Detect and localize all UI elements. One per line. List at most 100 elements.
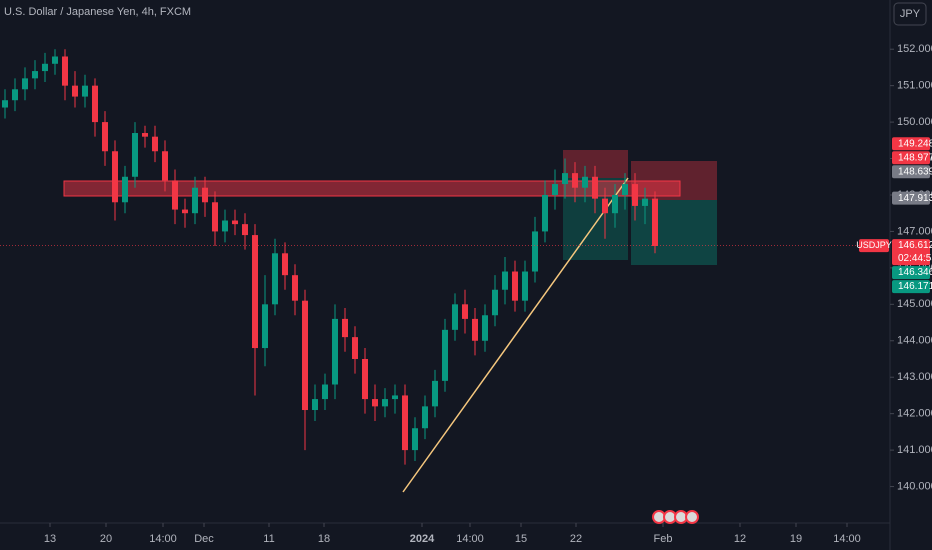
y-tick-label: 140.000: [897, 480, 932, 492]
x-tick-label: 19: [790, 533, 802, 545]
candle-body: [92, 85, 98, 123]
currency-button-label[interactable]: JPY: [900, 8, 921, 20]
symbol-tag: [859, 239, 889, 253]
x-tick-label: 2024: [410, 533, 435, 545]
y-tick-label: 152.000: [897, 43, 932, 55]
candle-body: [182, 209, 188, 214]
price-label-box: [892, 151, 930, 165]
currency-button[interactable]: [893, 2, 927, 26]
x-tick-label: 14:00: [833, 533, 861, 545]
x-tick-label: 11: [263, 533, 274, 545]
price-label: 147.913: [898, 193, 932, 204]
candle-body: [12, 89, 18, 101]
price-label: 148.639: [898, 166, 932, 177]
candle-body: [562, 173, 568, 185]
y-tick-label: 143.000: [897, 371, 932, 383]
candle-body: [622, 184, 628, 195]
x-tick-label: 13: [44, 533, 56, 545]
candles: [2, 49, 658, 465]
candle-body: [82, 85, 88, 97]
candle-body: [602, 198, 608, 214]
candle-body: [162, 151, 168, 181]
candle-body: [582, 176, 588, 188]
x-tick-label: Dec: [194, 533, 214, 545]
candle-body: [342, 318, 348, 338]
candle-body: [202, 187, 208, 203]
candle-body: [52, 56, 58, 64]
candle-body: [42, 63, 48, 72]
candle-body: [482, 315, 488, 341]
candle-body: [72, 85, 78, 97]
candle-body: [412, 428, 418, 451]
price-label: 149.248: [898, 138, 932, 149]
price-label-box: [892, 239, 930, 266]
candle-body: [302, 300, 308, 411]
candle-body: [652, 198, 658, 247]
y-tick-label: 147.000: [897, 225, 932, 237]
candle-body: [222, 220, 228, 232]
x-tick-label: 14:00: [456, 533, 484, 545]
event-icons: [652, 510, 699, 524]
candle-body: [612, 194, 618, 214]
y-tick-label: 151.000: [897, 80, 932, 92]
candle-body: [382, 399, 388, 407]
candle-body: [312, 399, 318, 411]
y-tick-label: 144.000: [897, 335, 932, 347]
x-tick-label: 20: [100, 533, 112, 545]
candle-body: [352, 337, 358, 359]
price-label-box: [892, 137, 930, 151]
candle-body: [472, 318, 478, 341]
price-label: 148.977: [898, 152, 932, 163]
x-tick-label: 14:00: [149, 533, 177, 545]
candle-body: [532, 231, 538, 272]
candle-body: [642, 198, 648, 206]
candle-body: [362, 358, 368, 400]
candle-body: [512, 271, 518, 301]
candle-body: [252, 235, 258, 349]
price-label-box: [892, 191, 930, 205]
candle-body: [172, 180, 178, 210]
candle-body: [102, 122, 108, 152]
y-tick-label: 145.000: [897, 298, 932, 310]
candle-body: [632, 184, 638, 206]
candle-body: [552, 184, 558, 195]
candle-body: [282, 253, 288, 276]
price-countdown: 02:44:55: [898, 253, 932, 264]
price-label-box: [892, 280, 930, 294]
candle-body: [192, 187, 198, 214]
candle-body: [242, 224, 248, 236]
candle-body: [32, 71, 38, 79]
x-tick-label: 18: [318, 533, 330, 545]
candle-body: [142, 133, 148, 137]
candle-body: [422, 406, 428, 429]
price-label: 146.171: [898, 281, 932, 292]
candle-body: [292, 275, 298, 301]
x-tick-label: 15: [515, 533, 527, 545]
price-label: 146.612: [898, 240, 932, 251]
candle-body: [232, 220, 238, 225]
trend-line: [402, 177, 629, 493]
resistance-zone: [63, 180, 681, 197]
candle-body: [332, 318, 338, 385]
x-tick-label: 22: [570, 533, 582, 545]
short-target-zone: [631, 200, 717, 265]
event-icon[interactable]: [685, 510, 699, 524]
candle-body: [522, 271, 528, 301]
y-tick-label: 142.000: [897, 408, 932, 420]
candle-body: [132, 133, 138, 177]
candle-body: [372, 399, 378, 407]
candle-body: [122, 176, 128, 203]
candle-body: [542, 194, 548, 232]
candle-body: [402, 395, 408, 451]
price-label-box: [892, 266, 930, 280]
candle-body: [592, 176, 598, 199]
price-label: 146.346: [898, 267, 932, 278]
candle-body: [212, 202, 218, 232]
x-tick-label: Feb: [654, 533, 673, 545]
candle-body: [262, 304, 268, 349]
candle-body: [22, 78, 28, 90]
candle-body: [432, 380, 438, 407]
candle-body: [392, 395, 398, 400]
